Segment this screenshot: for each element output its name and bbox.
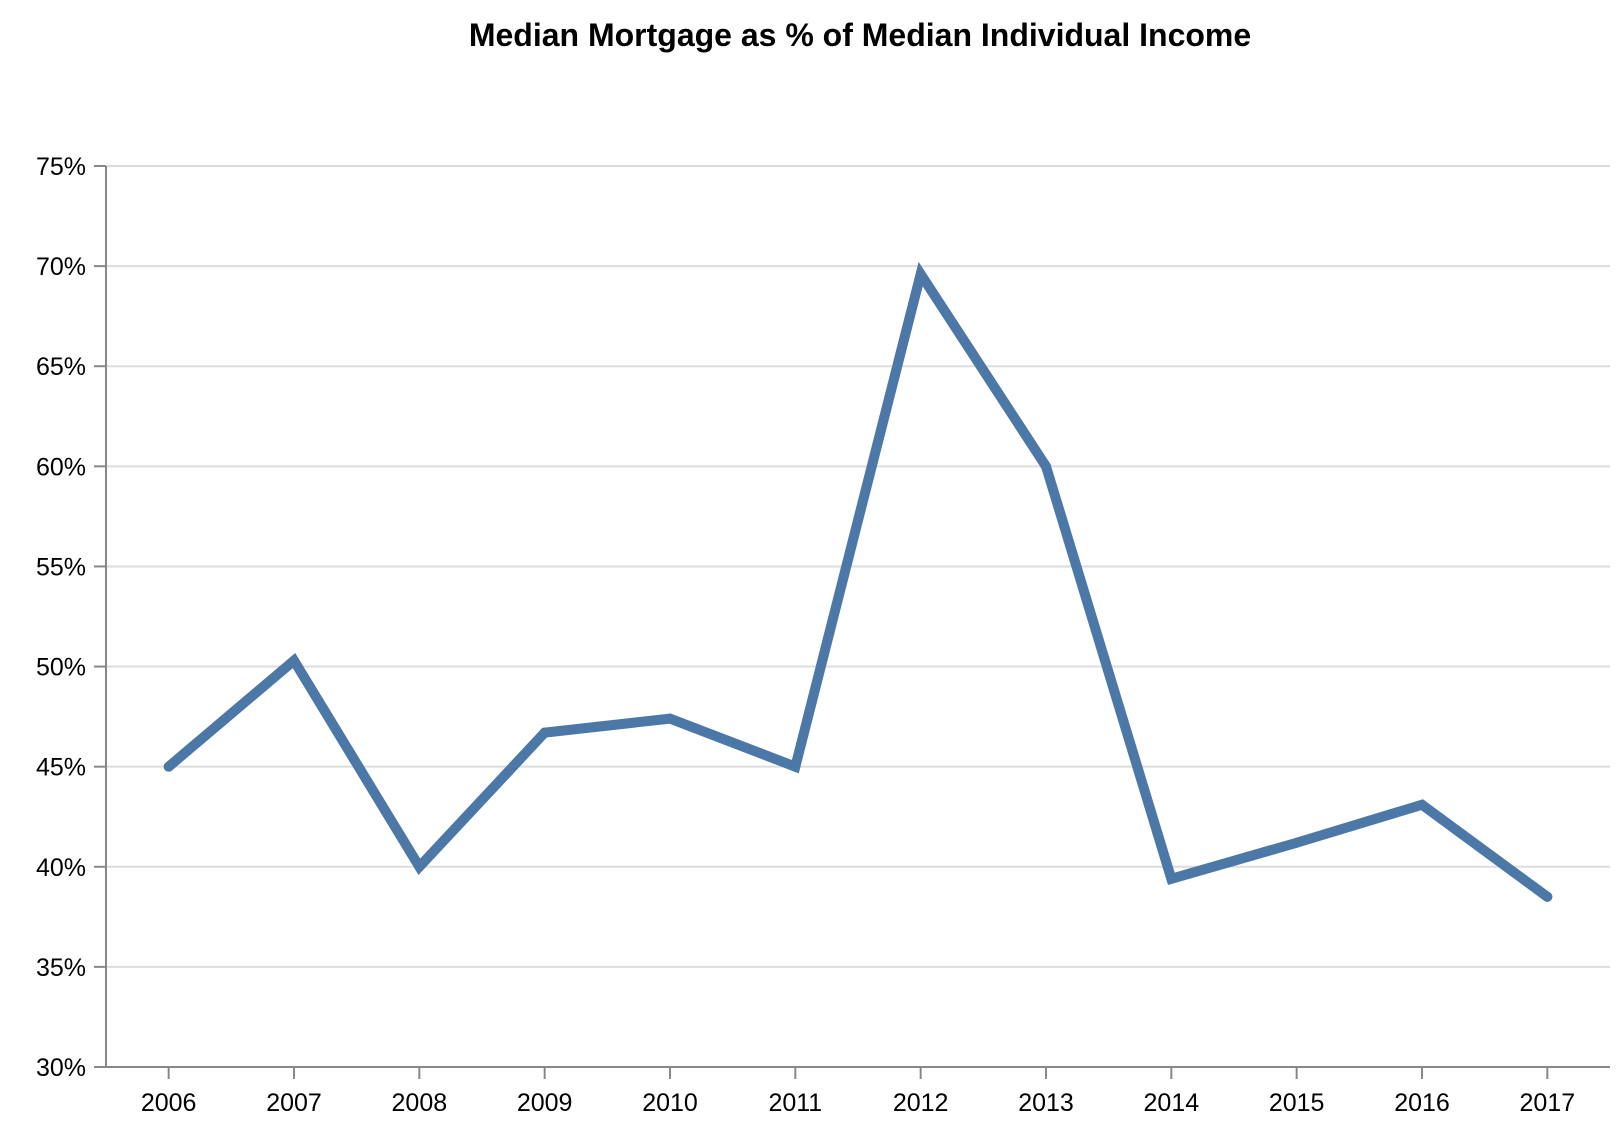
data-point	[289, 655, 299, 666]
data-point	[1291, 837, 1302, 848]
y-tick-label: 45%	[36, 754, 86, 782]
grid-lines	[106, 165, 1610, 968]
y-tick-label: 40%	[36, 854, 86, 882]
x-tick-label: 2017	[1520, 1089, 1576, 1117]
x-tick-label: 2009	[517, 1089, 573, 1117]
x-tick-label: 2015	[1269, 1089, 1325, 1117]
x-tick-label: 2013	[1018, 1089, 1074, 1117]
x-tick-label: 2010	[642, 1089, 698, 1117]
y-tick-label: 55%	[36, 553, 86, 581]
y-tick-label: 70%	[36, 253, 86, 281]
y-tick-label: 30%	[36, 1054, 86, 1082]
chart-title: Median Mortgage as % of Median Individua…	[469, 17, 1251, 53]
data-point	[163, 761, 174, 772]
axes: 30% 35% 40% 45% 50% 55% 60% 65% 70% 75% 2006 2007 20…	[36, 153, 1610, 1117]
x-tick-label: 2011	[768, 1089, 822, 1117]
x-tick-label: 2006	[141, 1089, 197, 1117]
x-tick-label: 2016	[1394, 1089, 1450, 1117]
series-line	[163, 261, 1553, 902]
data-point	[539, 727, 550, 738]
data-point	[1417, 799, 1427, 810]
x-tick-label: 2007	[266, 1089, 322, 1117]
data-point	[1166, 873, 1177, 884]
data-point	[790, 761, 801, 772]
data-point	[665, 713, 675, 724]
y-tick-label: 50%	[36, 654, 86, 682]
x-tick-label: 2008	[392, 1089, 448, 1117]
data-point	[1041, 461, 1051, 472]
y-tick-label: 65%	[36, 353, 86, 381]
y-tick-label: 60%	[36, 453, 86, 481]
y-tick-label: 75%	[36, 153, 86, 181]
series-layer	[163, 261, 1553, 902]
data-point	[1542, 891, 1553, 902]
data-point	[915, 269, 926, 280]
x-tick-label: 2014	[1144, 1089, 1200, 1117]
x-tick-label: 2012	[893, 1089, 949, 1117]
data-point	[414, 861, 425, 872]
y-tick-label: 35%	[36, 954, 86, 982]
